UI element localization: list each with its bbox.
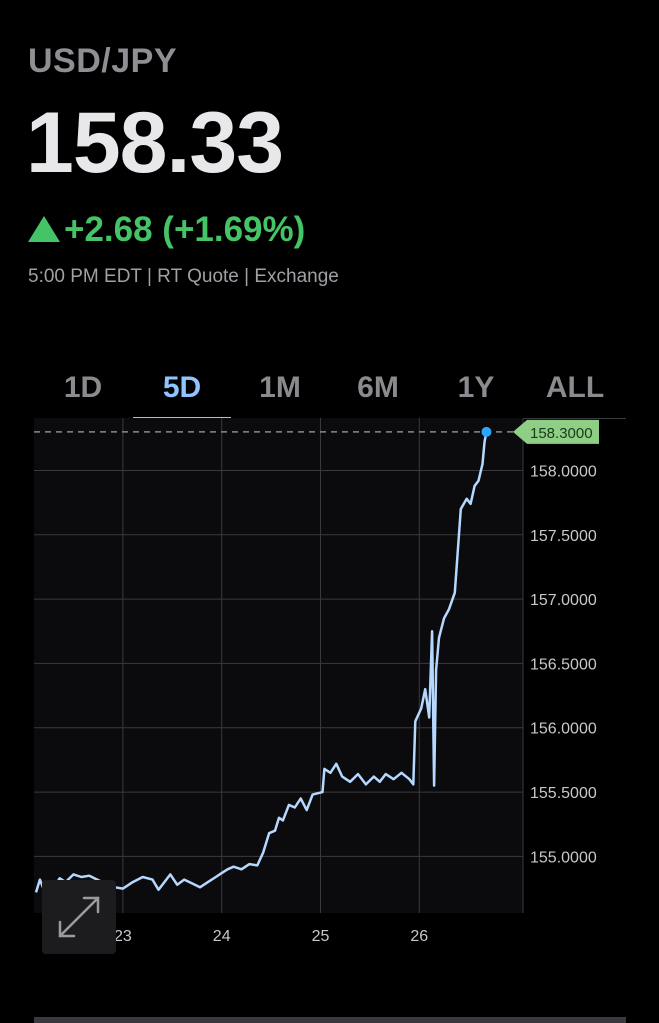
x-tick-label: 24	[213, 928, 231, 945]
price-chart[interactable]: 155.0000 155.5000 156.0000 156.5000 157.0000…	[0, 418, 659, 958]
x-tick-label: 25	[312, 928, 330, 945]
price-change-text: +2.68 (+1.69%)	[64, 210, 306, 249]
quote-info: 5:00 PM EDT | RT Quote | Exchange	[28, 266, 339, 287]
x-tick-label: 23	[114, 928, 132, 945]
scroll-indicator	[34, 1017, 626, 1023]
range-tabs: 1D 5D 1M 6M 1Y ALL	[34, 362, 626, 419]
y-tick-label: 156.5000	[530, 656, 597, 673]
plot-area	[34, 418, 523, 913]
symbol-label: USD/JPY	[28, 42, 177, 80]
y-tick-label: 156.0000	[530, 721, 597, 738]
last-point-marker	[481, 426, 492, 437]
expand-icon	[58, 896, 100, 938]
expand-chart-button[interactable]	[42, 880, 116, 954]
current-price: 158.33	[26, 95, 284, 191]
y-tick-label: 157.0000	[530, 592, 597, 609]
last-value-label: 158.3000	[530, 425, 593, 442]
tab-1m[interactable]: 1M	[259, 371, 301, 404]
tab-1y[interactable]: 1Y	[457, 371, 495, 404]
x-tick-label: 26	[410, 928, 428, 945]
tab-5d[interactable]: 5D	[133, 362, 231, 419]
last-value-badge	[513, 419, 599, 444]
series-line	[34, 431, 488, 893]
y-tick-label: 158.0000	[530, 463, 597, 480]
tab-all[interactable]: ALL	[545, 371, 605, 404]
up-arrow-icon	[28, 216, 60, 242]
y-tick-label: 155.0000	[530, 849, 597, 866]
price-change: +2.68 (+1.69%)	[28, 210, 305, 250]
y-tick-label: 155.5000	[530, 785, 597, 802]
y-tick-label: 157.5000	[530, 528, 597, 545]
tab-6m[interactable]: 6M	[357, 371, 399, 404]
tab-1d[interactable]: 1D	[63, 371, 103, 404]
